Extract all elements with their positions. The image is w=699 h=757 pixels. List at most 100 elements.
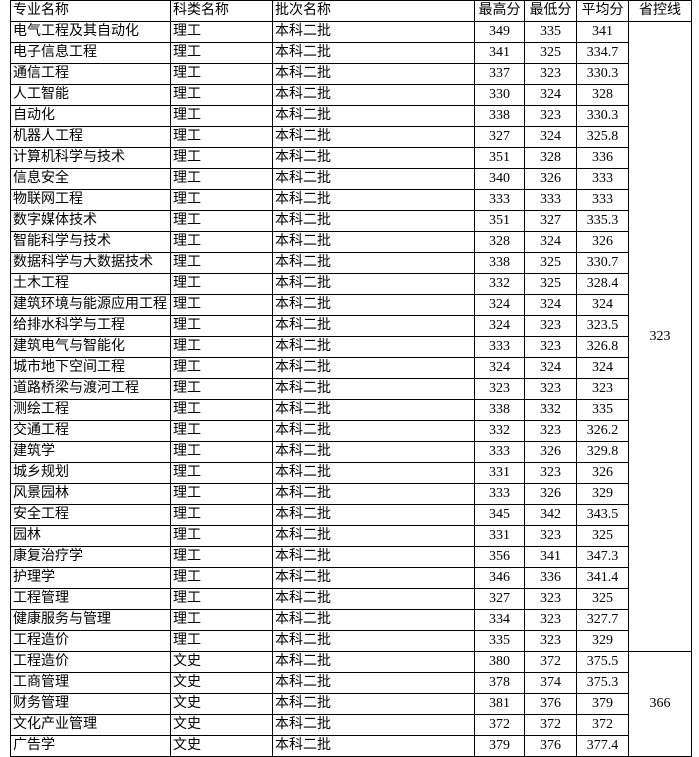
data-row: 土木工程 理工 本科二批 332 325 328.4 [10,273,692,295]
min-score: 333 [524,189,577,211]
avg-score: 329 [576,483,629,505]
min-score: 372 [524,714,577,736]
min-score: 323 [524,609,577,631]
category: 理工 [170,525,273,547]
avg-score: 326 [576,231,629,253]
major: 广告学 [10,735,171,757]
avg-score: 329 [576,630,629,652]
max-score: 351 [474,147,525,169]
max-score: 331 [474,462,525,484]
max-score: 332 [474,420,525,442]
max-score: 351 [474,210,525,232]
min-score: 324 [524,294,577,316]
category: 理工 [170,546,273,568]
avg-score: 375.5 [576,651,629,673]
category: 理工 [170,441,273,463]
category: 理工 [170,21,273,43]
max-score: 327 [474,588,525,610]
major: 土木工程 [10,273,171,295]
batch: 本科二批 [272,378,475,400]
min-score: 323 [524,630,577,652]
major: 机器人工程 [10,126,171,148]
batch: 本科二批 [272,42,475,64]
header-cell: 最高分 [474,0,525,22]
data-row: 智能科学与技术 理工 本科二批 328 324 326 [10,231,692,253]
max-score: 323 [474,378,525,400]
min-score: 323 [524,462,577,484]
data-row: 风景园林 理工 本科二批 333 326 329 [10,483,692,505]
major: 风景园林 [10,483,171,505]
data-row: 电气工程及其自动化 理工 本科二批 349 335 341 323 [10,21,692,652]
category: 理工 [170,210,273,232]
max-score: 331 [474,525,525,547]
min-score: 336 [524,567,577,589]
category: 文史 [170,651,273,673]
max-score: 333 [474,336,525,358]
avg-score: 325 [576,588,629,610]
data-row: 建筑学 理工 本科二批 333 326 329.8 [10,441,692,463]
category: 理工 [170,63,273,85]
avg-score: 329.8 [576,441,629,463]
data-row: 自动化 理工 本科二批 338 323 330.3 [10,105,692,127]
category: 理工 [170,504,273,526]
major: 交通工程 [10,420,171,442]
control-line: 366 [628,651,692,757]
major: 工程管理 [10,588,171,610]
data-row: 工商管理 文史 本科二批 378 374 375.3 [10,672,692,694]
major: 人工智能 [10,84,171,106]
batch: 本科二批 [272,693,475,715]
avg-score: 379 [576,693,629,715]
avg-score: 334.7 [576,42,629,64]
data-row: 工程造价 理工 本科二批 335 323 329 [10,630,692,652]
max-score: 340 [474,168,525,190]
min-score: 325 [524,273,577,295]
max-score: 324 [474,315,525,337]
max-score: 349 [474,21,525,43]
batch: 本科二批 [272,168,475,190]
max-score: 334 [474,609,525,631]
data-row: 交通工程 理工 本科二批 332 323 326.2 [10,420,692,442]
min-score: 324 [524,357,577,379]
control-line: 323 [628,21,692,652]
category: 理工 [170,588,273,610]
category: 理工 [170,294,273,316]
major: 园林 [10,525,171,547]
category: 理工 [170,315,273,337]
batch: 本科二批 [272,399,475,421]
max-score: 341 [474,42,525,64]
major: 电气工程及其自动化 [10,21,171,43]
major: 安全工程 [10,504,171,526]
avg-score: 343.5 [576,504,629,526]
avg-score: 328 [576,84,629,106]
max-score: 327 [474,126,525,148]
batch: 本科二批 [272,504,475,526]
avg-score: 333 [576,168,629,190]
data-row: 建筑电气与智能化 理工 本科二批 333 323 326.8 [10,336,692,358]
major: 文化产业管理 [10,714,171,736]
major: 康复治疗学 [10,546,171,568]
category: 文史 [170,735,273,757]
data-row: 园林 理工 本科二批 331 323 325 [10,525,692,547]
major: 计算机科学与技术 [10,147,171,169]
major: 通信工程 [10,63,171,85]
avg-score: 335 [576,399,629,421]
header-cell: 省控线 [628,0,692,22]
batch: 本科二批 [272,315,475,337]
min-score: 341 [524,546,577,568]
max-score: 328 [474,231,525,253]
min-score: 326 [524,441,577,463]
avg-score: 326.2 [576,420,629,442]
avg-score: 323 [576,378,629,400]
batch: 本科二批 [272,567,475,589]
data-row: 康复治疗学 理工 本科二批 356 341 347.3 [10,546,692,568]
batch: 本科二批 [272,441,475,463]
category: 理工 [170,567,273,589]
header-cell: 平均分 [576,0,629,22]
avg-score: 325 [576,525,629,547]
min-score: 323 [524,63,577,85]
major: 测绘工程 [10,399,171,421]
min-score: 324 [524,84,577,106]
category: 理工 [170,609,273,631]
data-row: 道路桥梁与渡河工程 理工 本科二批 323 323 323 [10,378,692,400]
category: 文史 [170,693,273,715]
